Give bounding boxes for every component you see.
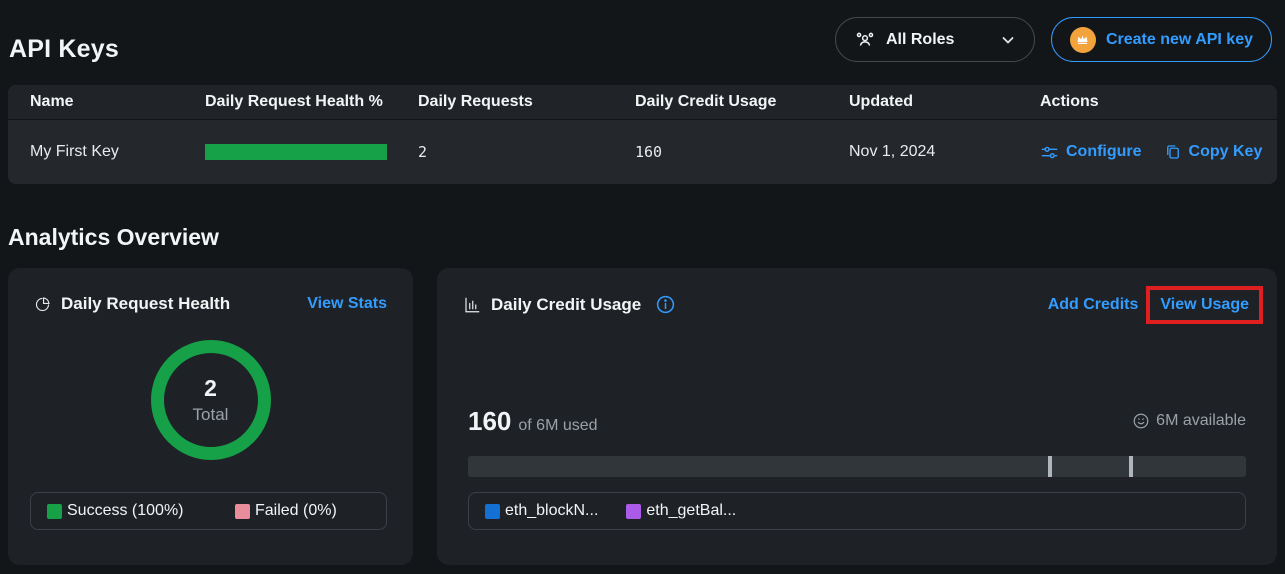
key-health-cell: [205, 144, 418, 160]
page-title: API Keys: [9, 35, 119, 63]
info-icon[interactable]: [655, 294, 676, 315]
analytics-overview-title: Analytics Overview: [8, 224, 219, 250]
daily-credit-usage-value: 160: [635, 143, 663, 161]
available-label: 6M available: [1156, 412, 1246, 429]
credit-card-title: Daily Credit Usage: [491, 294, 642, 314]
used-value: 160: [468, 406, 512, 436]
column-header-credit: Daily Credit Usage: [635, 93, 777, 110]
create-api-key-button[interactable]: Create new API key: [1050, 17, 1272, 62]
table-row: My First Key 2 160 Nov 1, 2024 Configure: [8, 120, 1277, 184]
api-keys-table: Name Daily Request Health % Daily Reques…: [8, 85, 1277, 184]
add-credits-link[interactable]: Add Credits: [1047, 295, 1139, 313]
eth-getbalance-label: eth_getBal...: [646, 502, 737, 519]
column-header-health: Daily Request Health %: [205, 93, 383, 110]
daily-requests-value: 2: [418, 143, 428, 161]
donut-total-value: 2: [204, 375, 217, 401]
people-icon: [854, 29, 876, 51]
sliders-icon: [1040, 143, 1059, 162]
bar-chart-icon: [463, 296, 481, 314]
usage-summary-row: 160 of 6M used 6M available: [468, 406, 1246, 437]
usage-tick-icon: [1128, 456, 1133, 477]
health-bar: [205, 144, 387, 160]
roles-filter-label: All Roles: [885, 30, 955, 48]
success-swatch-icon: [47, 503, 62, 519]
column-header-actions: Actions: [1040, 93, 1099, 110]
configure-label: Configure: [1066, 143, 1142, 160]
daily-request-health-card: Daily Request Health View Stats 2 Total …: [8, 268, 413, 565]
key-name: My First Key: [30, 143, 119, 160]
configure-button[interactable]: Configure: [1040, 143, 1142, 162]
view-usage-link[interactable]: View Usage: [1160, 295, 1249, 313]
create-api-key-label: Create new API key: [1105, 30, 1253, 48]
chevron-down-icon: [1000, 32, 1016, 48]
failed-legend-label: Failed (0%): [255, 502, 337, 519]
column-header-requests: Daily Requests: [418, 93, 533, 110]
failed-swatch-icon: [235, 503, 250, 519]
credit-usage-legend: eth_blockN... eth_getBal...: [468, 492, 1246, 530]
available-group: 6M available: [1132, 412, 1246, 430]
copy-key-label: Copy Key: [1188, 143, 1263, 160]
eth-blocknumber-label: eth_blockN...: [505, 502, 599, 519]
roles-filter-dropdown[interactable]: All Roles: [834, 17, 1035, 62]
column-header-name: Name: [30, 93, 74, 110]
updated-value: Nov 1, 2024: [849, 143, 936, 160]
health-legend: Success (100%) Failed (0%): [30, 492, 387, 530]
credit-card-links: Add Credits View Usage: [1047, 285, 1263, 324]
donut-chart: 2 Total: [150, 340, 271, 460]
donut-chart-wrap: 2 Total: [8, 340, 413, 460]
success-legend-label: Success (100%): [67, 502, 184, 519]
table-header-row: Name Daily Request Health % Daily Reques…: [8, 85, 1277, 120]
top-controls: All Roles Create new API key: [834, 17, 1272, 62]
view-stats-link[interactable]: View Stats: [307, 295, 387, 312]
eth-getbalance-swatch-icon: [626, 503, 642, 519]
copy-key-button[interactable]: Copy Key: [1164, 143, 1263, 161]
copy-icon: [1164, 143, 1182, 161]
pie-chart-icon: [34, 296, 51, 313]
daily-credit-usage-card: Daily Credit Usage Add Credits View Usag…: [437, 268, 1277, 565]
eth-blocknumber-swatch-icon: [485, 503, 500, 519]
donut-total-label: Total: [192, 405, 229, 424]
crown-icon: [1069, 26, 1096, 53]
legend-item-eth-blocknumber: eth_blockN...: [485, 502, 598, 520]
used-suffix: of 6M used: [518, 417, 598, 434]
usage-progress-bar: [468, 456, 1246, 477]
credit-card-title-group: Daily Credit Usage: [463, 294, 676, 315]
health-card-title: Daily Request Health: [61, 294, 231, 313]
usage-tick-icon: [1048, 456, 1053, 477]
view-usage-wrap: View Usage: [1146, 285, 1263, 324]
legend-item-success: Success (100%): [47, 502, 235, 520]
health-card-title-group: Daily Request Health: [34, 294, 230, 314]
legend-item-failed: Failed (0%): [235, 502, 337, 520]
column-header-updated: Updated: [849, 93, 913, 110]
actions-cell: Configure Copy Key: [1040, 143, 1277, 162]
legend-item-eth-getbalance: eth_getBal...: [626, 502, 736, 520]
smiley-icon: [1132, 412, 1150, 430]
